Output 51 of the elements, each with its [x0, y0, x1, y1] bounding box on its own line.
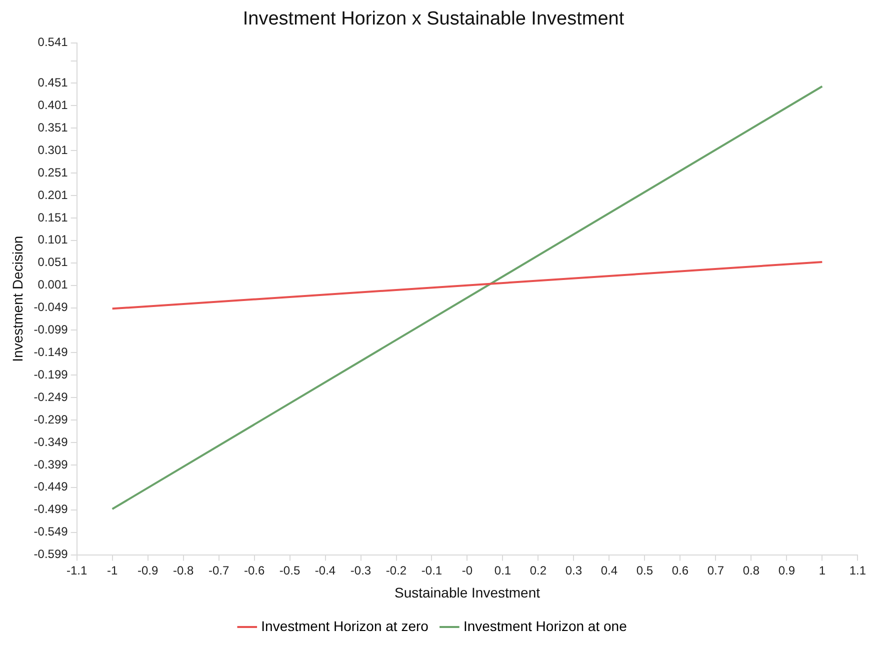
x-tick-label: 0.4 [600, 563, 618, 578]
x-tick-label: 0.1 [494, 563, 512, 578]
y-tick-label: 0.541 [38, 35, 68, 50]
x-tick-label: 0.7 [707, 563, 724, 578]
y-tick-label: 0.151 [38, 210, 68, 224]
x-tick-label: -1.1 [66, 563, 88, 578]
y-axis-title: Investment Decision [9, 236, 26, 362]
x-tick-label: -1 [106, 563, 118, 578]
x-tick-label: 0.2 [530, 563, 547, 578]
y-tick-label: -0.199 [34, 367, 68, 382]
y-tick-label: -0.249 [34, 390, 68, 404]
x-tick-label: -0.3 [350, 563, 372, 578]
y-tick-label: 0.201 [38, 188, 68, 202]
x-tick-label: -0.9 [137, 563, 158, 578]
x-tick-label: -0.4 [314, 563, 336, 578]
x-tick-label: -0.6 [244, 563, 265, 578]
y-tick-label: -0.399 [34, 457, 68, 472]
y-tick-label: -0.449 [34, 480, 68, 494]
chart-title: Investment Horizon x Sustainable Investment [242, 8, 625, 30]
y-tick-label: 0.251 [38, 165, 68, 180]
x-axis-title: Sustainable Investment [394, 584, 540, 600]
x-tick-label: 0.9 [778, 563, 796, 578]
y-tick-label: 0.351 [38, 120, 68, 134]
y-tick-label: -0.549 [34, 524, 68, 539]
y-tick-label: 0.301 [38, 142, 68, 157]
y-tick-label: 0.101 [38, 232, 68, 247]
x-tick-label: -0.2 [386, 563, 407, 578]
y-tick-label: 0.001 [38, 278, 68, 292]
y-tick-label: -0.099 [34, 322, 68, 337]
x-tick-label: -0 [462, 563, 473, 578]
x-tick-label: 0.3 [565, 563, 582, 578]
legend-label: Investment Horizon at zero [261, 618, 429, 634]
legend-label: Investment Horizon at one [463, 618, 628, 634]
y-tick-label: -0.149 [34, 345, 68, 360]
y-tick-label: -0.499 [34, 502, 68, 516]
y-tick-label: 0.451 [38, 76, 68, 90]
x-tick-label: -0.7 [208, 563, 230, 578]
x-tick-label: 1.1 [849, 563, 866, 578]
y-tick-label: 0.051 [38, 255, 68, 270]
y-tick-label: -0.299 [34, 412, 68, 426]
y-tick-label: 0.401 [38, 98, 68, 112]
x-tick-label: 0.8 [742, 563, 760, 578]
x-tick-label: -0.1 [421, 563, 442, 578]
y-tick-label: -0.049 [34, 300, 68, 314]
x-tick-label: -0.8 [172, 563, 194, 578]
y-tick-label: -0.349 [34, 434, 68, 449]
x-tick-label: -0.5 [279, 563, 300, 578]
x-tick-label: 0.5 [636, 563, 654, 578]
x-tick-label: 1 [818, 563, 826, 578]
y-tick-label: -0.599 [34, 547, 68, 562]
x-tick-label: 0.6 [672, 563, 689, 578]
